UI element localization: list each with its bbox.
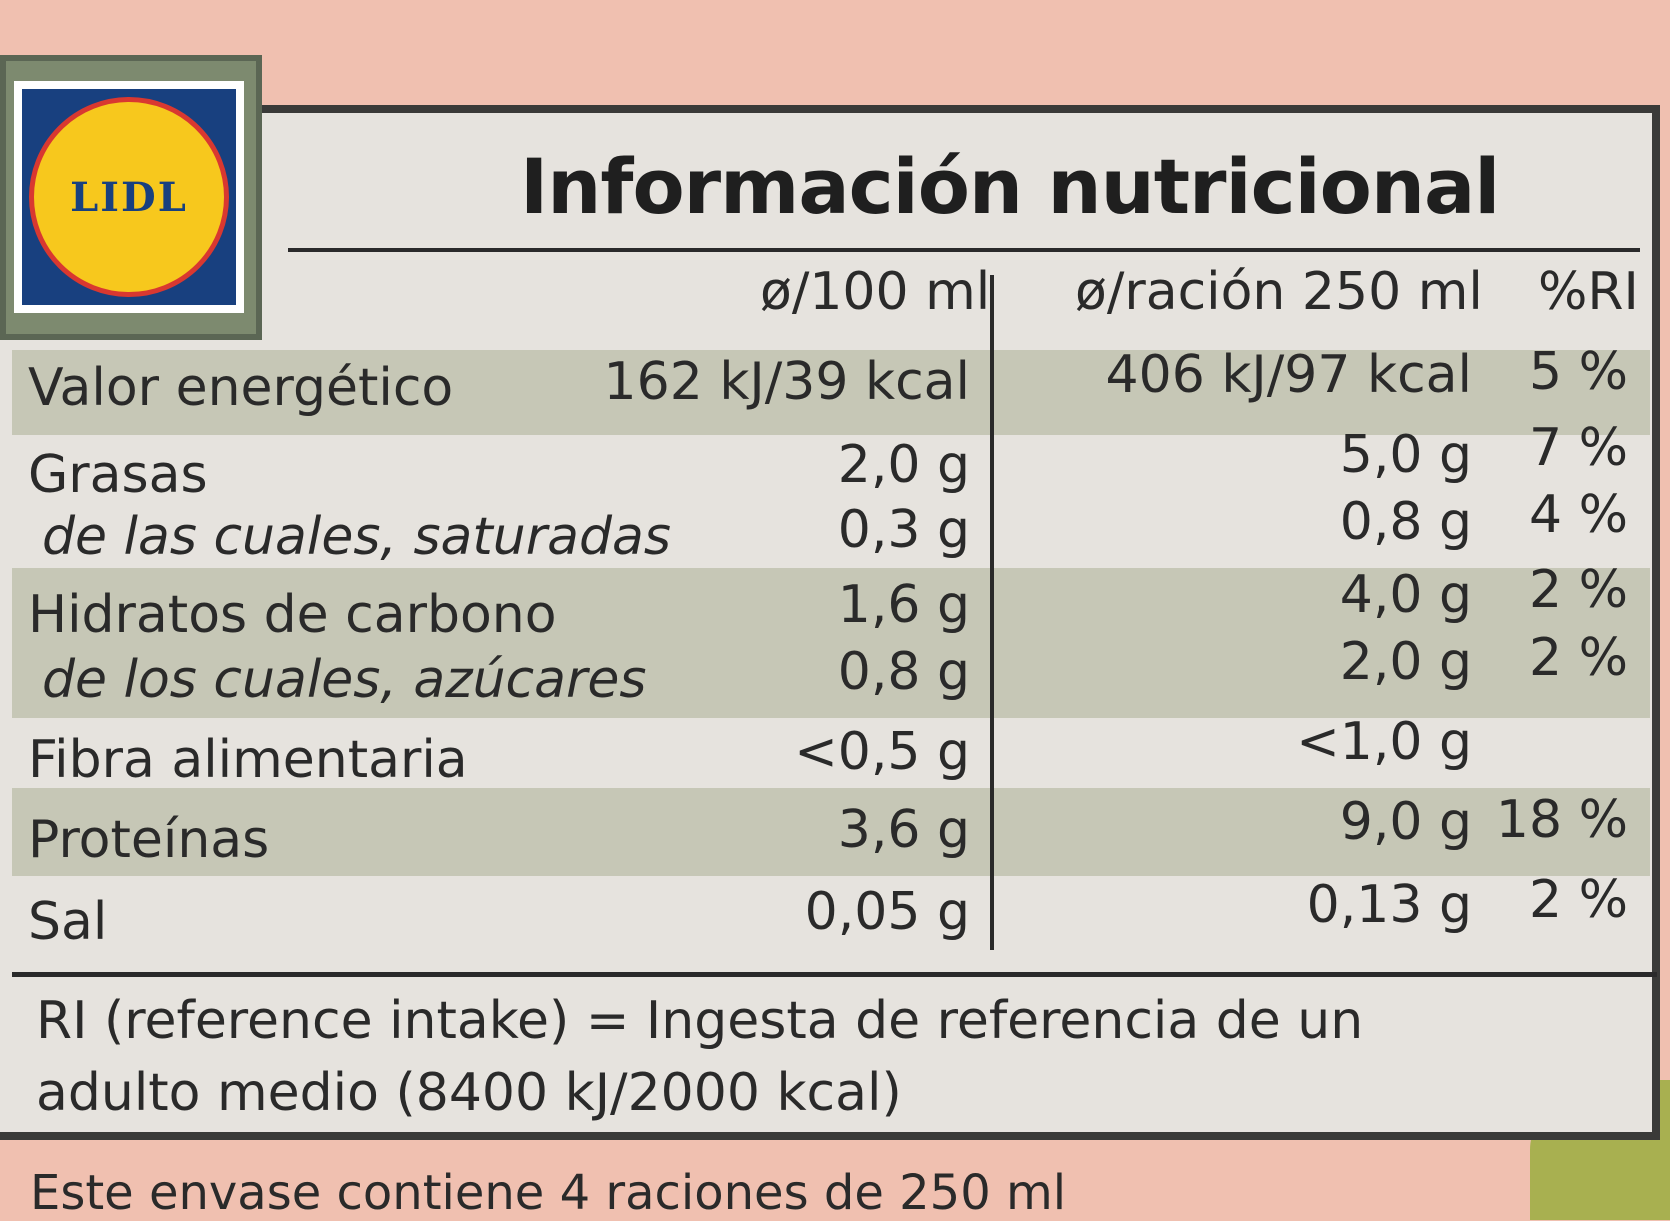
row-label: Proteínas bbox=[28, 810, 270, 870]
column-divider bbox=[990, 275, 994, 950]
row-value-per-serving: <1,0 g bbox=[1296, 712, 1472, 772]
logo-circle: LIDL bbox=[29, 97, 229, 297]
row-value-per100: 3,6 g bbox=[837, 800, 970, 860]
row-value-per-serving: 0,13 g bbox=[1306, 875, 1472, 935]
row-value-per100: 162 kJ/39 kcal bbox=[603, 352, 970, 412]
logo-border: LIDL bbox=[14, 81, 244, 313]
title-divider bbox=[288, 248, 1640, 252]
footnote: RI (reference intake) = Ingesta de refer… bbox=[36, 991, 1364, 1123]
lidl-logo: LIDL bbox=[70, 173, 188, 221]
row-value-per100: 1,6 g bbox=[837, 575, 970, 635]
page-title: Información nutricional bbox=[520, 142, 1500, 231]
column-header-per-serving: ø/ración 250 ml bbox=[1075, 262, 1483, 322]
row-value-per-serving: 9,0 g bbox=[1339, 792, 1472, 852]
column-header-ri: %RI bbox=[1538, 262, 1639, 322]
row-band-protein bbox=[12, 788, 1650, 876]
logo-background: LIDL bbox=[22, 89, 236, 305]
row-value-ri: 2 % bbox=[1528, 560, 1628, 620]
row-label: de las cuales, saturadas bbox=[42, 507, 671, 567]
row-value-per-serving: 0,8 g bbox=[1339, 492, 1472, 552]
row-label: Valor energético bbox=[28, 358, 454, 418]
row-value-per100: 0,8 g bbox=[837, 642, 970, 702]
row-value-per100: <0,5 g bbox=[794, 722, 970, 782]
row-band-carbs bbox=[12, 568, 1650, 718]
row-label: Hidratos de carbono bbox=[28, 585, 557, 645]
row-value-ri: 5 % bbox=[1528, 342, 1628, 402]
row-label: Grasas bbox=[28, 445, 208, 505]
row-band-energy bbox=[12, 350, 1650, 435]
row-label: de los cuales, azúcares bbox=[42, 650, 647, 710]
row-value-per-serving: 406 kJ/97 kcal bbox=[1105, 345, 1472, 405]
row-value-ri: 4 % bbox=[1528, 485, 1628, 545]
row-label: Fibra alimentaria bbox=[28, 730, 468, 790]
package-text: Este envase contiene 4 raciones de 250 m… bbox=[30, 1165, 1067, 1221]
row-value-ri: 2 % bbox=[1528, 628, 1628, 688]
logo-frame: LIDL bbox=[0, 55, 262, 340]
row-value-ri: 2 % bbox=[1528, 870, 1628, 930]
row-value-per100: 0,3 g bbox=[837, 500, 970, 560]
row-value-ri: 18 % bbox=[1495, 790, 1628, 850]
row-value-per-serving: 2,0 g bbox=[1339, 632, 1472, 692]
row-value-per-serving: 4,0 g bbox=[1339, 565, 1472, 625]
row-value-per100: 2,0 g bbox=[837, 435, 970, 495]
row-value-per-serving: 5,0 g bbox=[1339, 425, 1472, 485]
row-value-per100: 0,05 g bbox=[804, 882, 970, 942]
footnote-divider bbox=[12, 972, 1657, 977]
row-label: Sal bbox=[28, 892, 108, 952]
row-value-ri: 7 % bbox=[1528, 418, 1628, 478]
column-header-per100: ø/100 ml bbox=[760, 262, 991, 322]
